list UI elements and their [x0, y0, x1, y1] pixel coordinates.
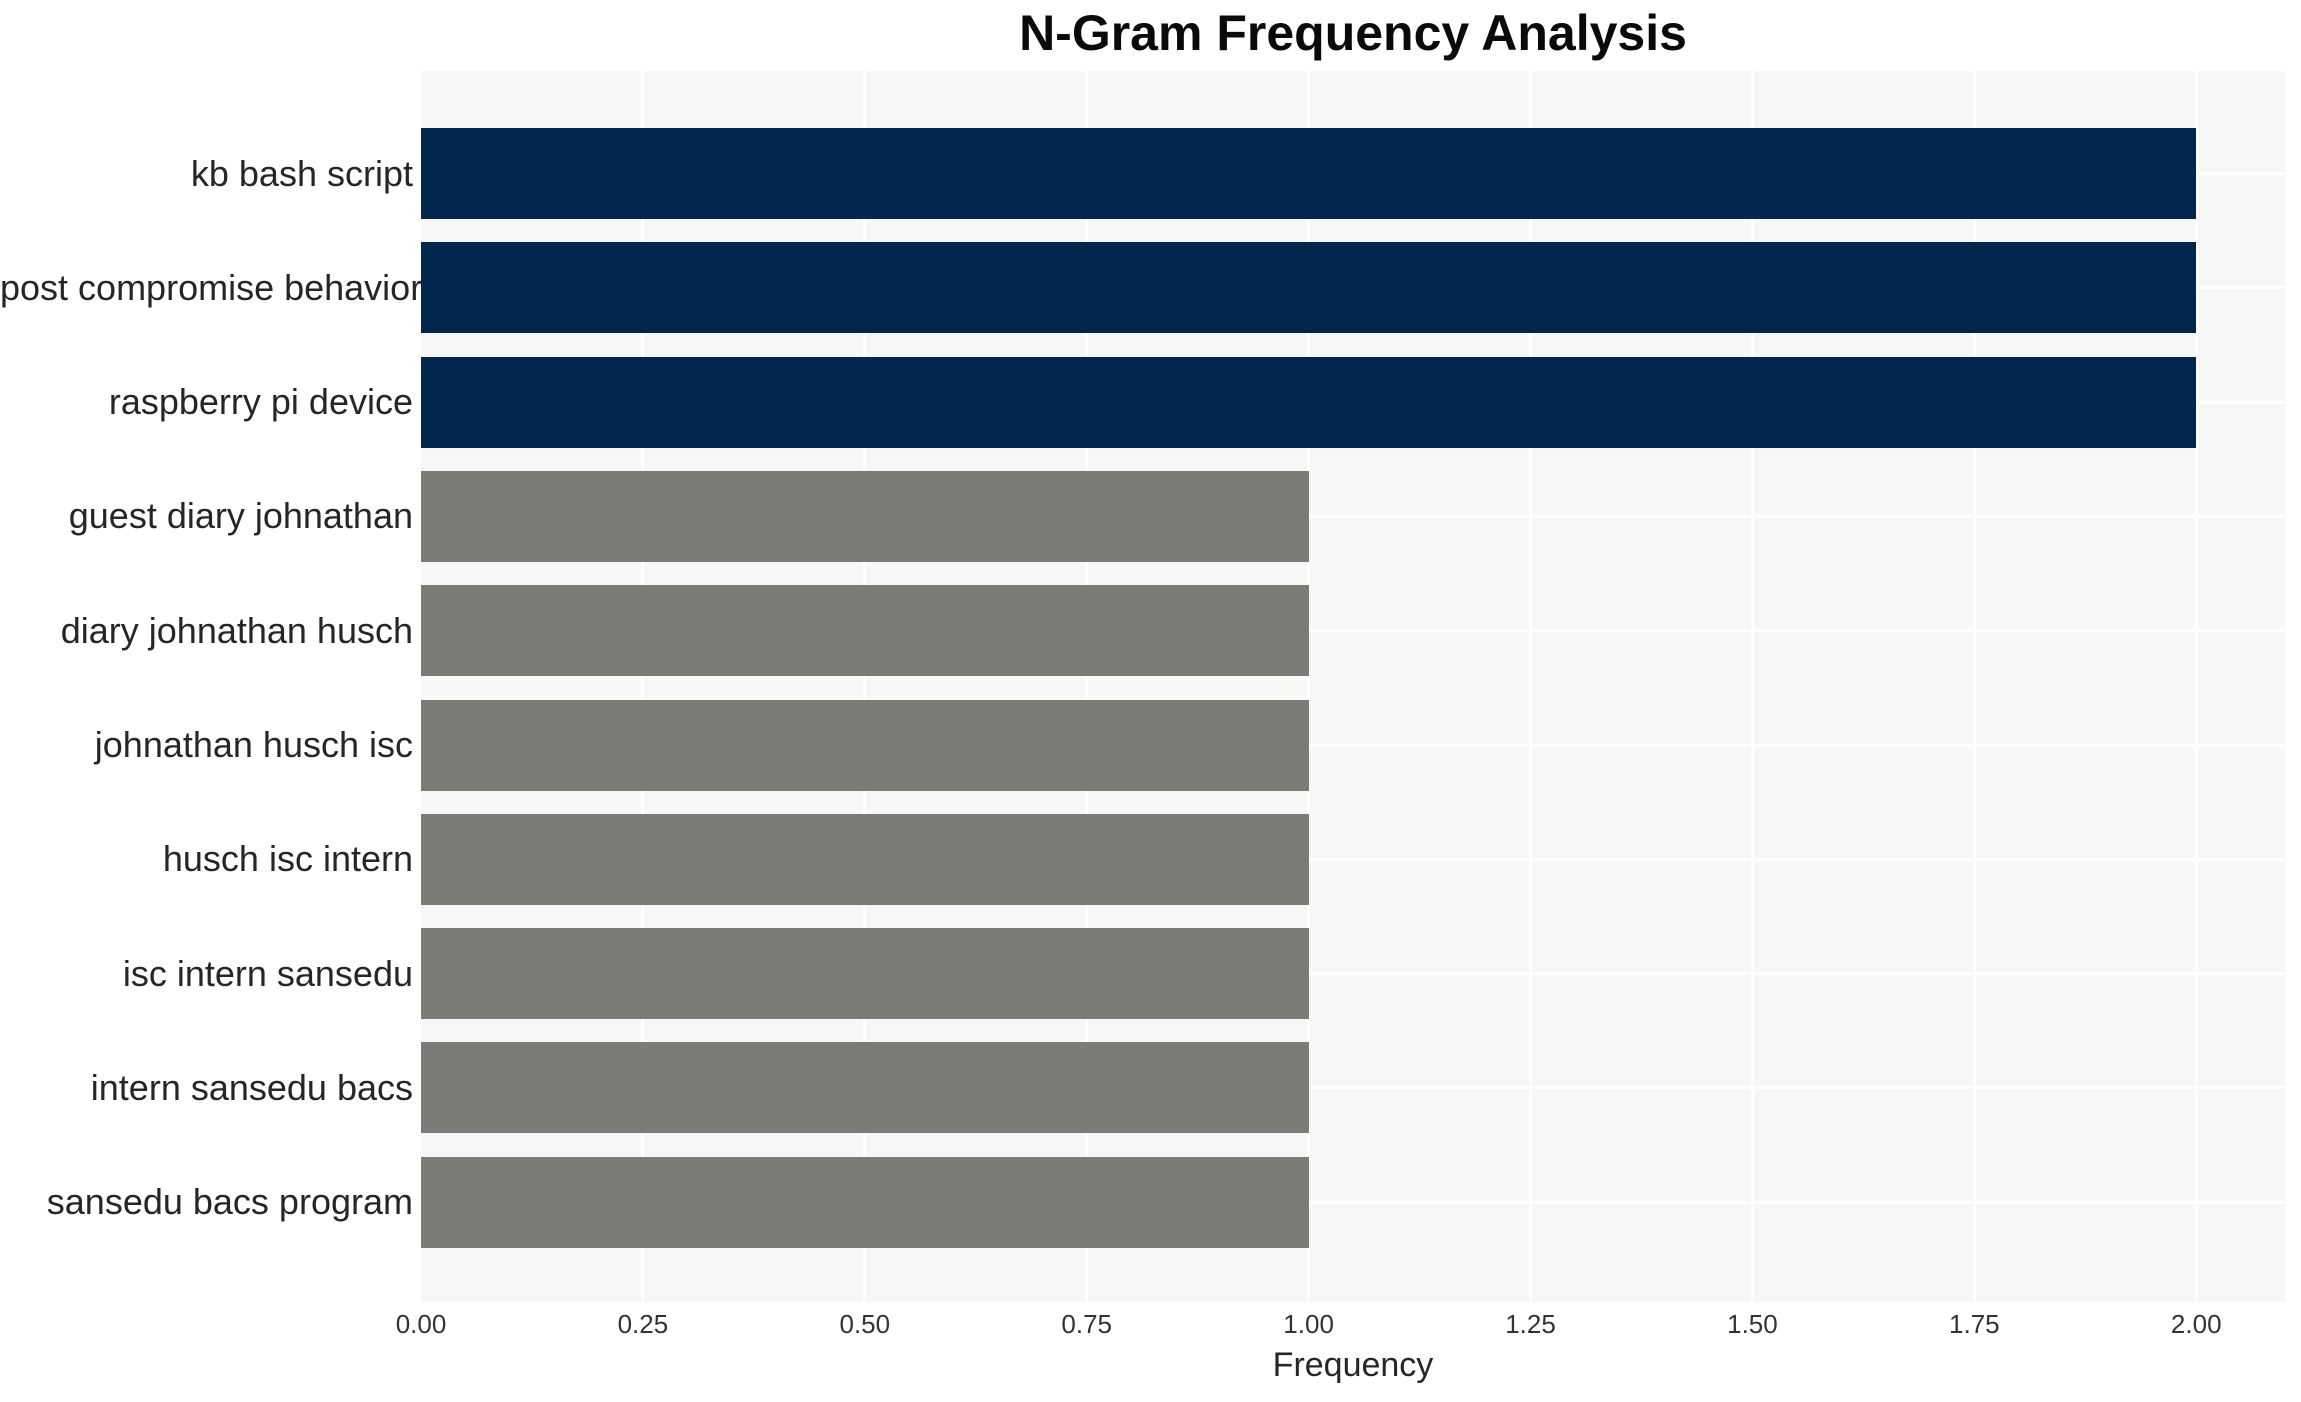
x-axis-label: Frequency — [1272, 1346, 1434, 1384]
x-tick-label: 1.50 — [1727, 1309, 1778, 1339]
x-tick-label: 0.00 — [395, 1309, 447, 1339]
y-tick-label: johnathan husch isc — [94, 724, 413, 765]
vertical-gridline — [641, 71, 645, 1302]
bar-isc-intern-sansedu — [421, 928, 1309, 1020]
bar-husch-isc-intern — [421, 813, 1309, 905]
x-tick-label: 2.00 — [2170, 1309, 2222, 1339]
bar-post-compromise-behavior — [421, 242, 2197, 334]
bar-sansedu-bacs-program — [421, 1156, 1309, 1248]
y-tick-label: diary johnathan husch — [60, 609, 413, 651]
x-tick-label: 0.50 — [839, 1309, 891, 1339]
y-tick-label: isc intern sansedu — [122, 952, 413, 994]
bar-raspberry-pi-device — [421, 356, 2197, 448]
x-tick-label: 1.75 — [1949, 1309, 2000, 1339]
horizontal-gridline — [421, 514, 2285, 518]
x-tick-label: 0.75 — [1061, 1309, 1112, 1339]
vertical-gridline — [1750, 71, 1754, 1302]
y-tick-label: sansedu bacs program — [46, 1181, 413, 1223]
horizontal-gridline — [421, 629, 2285, 633]
x-tick-label: 1.00 — [1283, 1309, 1334, 1339]
y-tick-label: guest diary johnathan — [68, 495, 413, 537]
bar-kb-bash-script — [421, 128, 2197, 219]
vertical-gridline — [1085, 71, 1089, 1302]
y-tick-label: raspberry pi device — [108, 381, 413, 423]
y-tick-label: husch isc intern — [162, 838, 413, 880]
vertical-gridline — [1972, 71, 1976, 1302]
plot-area — [421, 71, 2285, 1302]
horizontal-gridline — [421, 857, 2285, 861]
bar-diary-johnathan-husch — [421, 585, 1309, 677]
bar-intern-sansedu-bacs — [421, 1042, 1309, 1134]
horizontal-gridline — [421, 1200, 2285, 1204]
x-tick-label: 1.25 — [1505, 1309, 1556, 1339]
horizontal-gridline — [421, 972, 2285, 976]
y-tick-label: kb bash script — [190, 152, 413, 194]
y-tick-label: post compromise behavior — [0, 266, 423, 308]
horizontal-gridline — [421, 743, 2285, 747]
x-tick-label: 0.25 — [617, 1309, 669, 1339]
vertical-gridline — [2194, 71, 2198, 1302]
bar-johnathan-husch-isc — [421, 699, 1309, 791]
vertical-gridline — [1307, 71, 1311, 1302]
bar-guest-diary-johnathan — [421, 470, 1309, 562]
y-tick-label: intern sansedu bacs — [90, 1066, 413, 1108]
vertical-gridline — [863, 71, 867, 1302]
horizontal-gridline — [421, 1086, 2285, 1090]
vertical-gridline — [1529, 71, 1533, 1302]
chart-title: N-Gram Frequency Analysis — [1019, 5, 1687, 61]
